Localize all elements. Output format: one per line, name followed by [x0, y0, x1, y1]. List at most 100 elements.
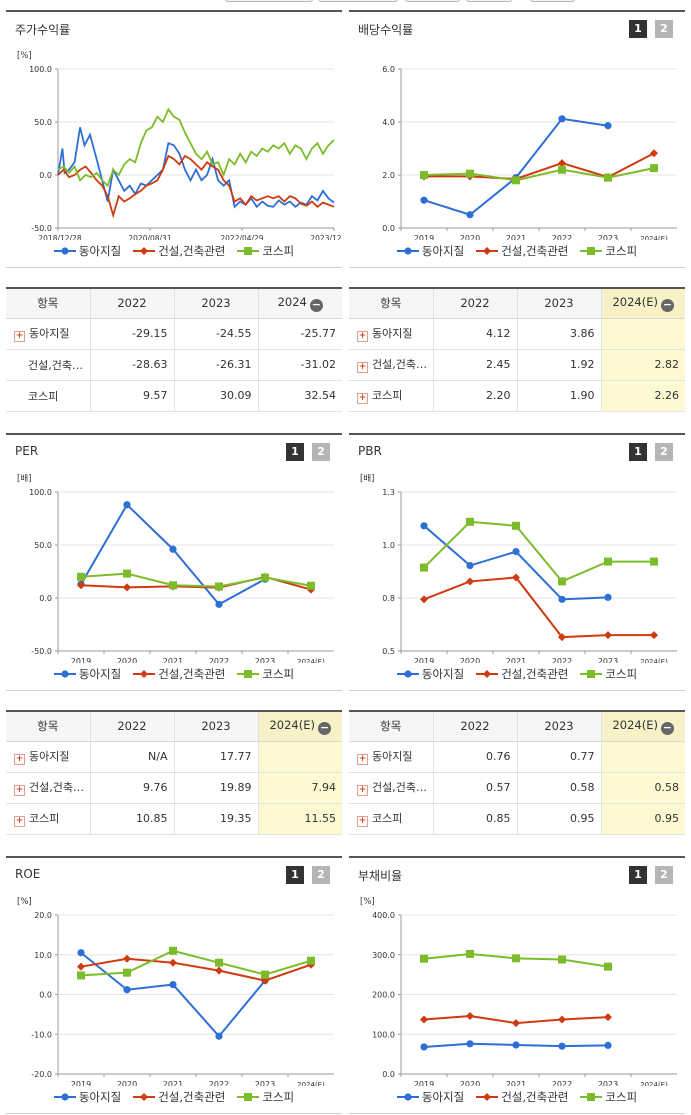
- x-tick-label: 2021: [506, 657, 526, 663]
- toolbar-button[interactable]: [405, 0, 460, 2]
- collapse-icon[interactable]: −: [661, 297, 674, 312]
- pager-button-2[interactable]: 2: [655, 443, 673, 461]
- legend-item-3[interactable]: 코스피: [237, 666, 294, 682]
- legend-item-1[interactable]: 동아지질: [396, 1089, 464, 1105]
- legend-item-1[interactable]: 동아지질: [53, 243, 121, 259]
- series-1-point: [215, 1032, 223, 1040]
- legend-swatch: [476, 1093, 499, 1101]
- expand-plus-icon[interactable]: +: [357, 393, 368, 404]
- legend-item-2[interactable]: 건설,건축관련: [476, 666, 568, 682]
- row-label[interactable]: + 동아지질: [349, 741, 433, 773]
- legend-item-2[interactable]: 건설,건축관련: [476, 1089, 568, 1105]
- pager-button-2[interactable]: 2: [312, 443, 330, 461]
- debt-ratio-chart-panel: 부채비율 1 2 [%] 400.0 300.0 200.0 100.0 0.0 2019 2020…: [349, 856, 685, 1114]
- series-1-point: [420, 522, 428, 530]
- table-cell: 0.58: [600, 772, 685, 804]
- expand-plus-icon[interactable]: +: [14, 331, 25, 342]
- series-2-point: [512, 1019, 520, 1028]
- table-cell: 19.35: [173, 803, 258, 835]
- collapse-icon[interactable]: −: [661, 720, 674, 735]
- collapse-icon[interactable]: −: [318, 720, 331, 735]
- pager-button-1[interactable]: 1: [629, 443, 647, 461]
- pager-button-2[interactable]: 2: [312, 866, 330, 884]
- x-tick-label: 2021: [163, 1080, 183, 1086]
- pager-button-1[interactable]: 1: [629, 20, 647, 38]
- x-tick-label: 2020: [117, 1080, 137, 1086]
- series-3-point: [77, 572, 85, 581]
- column-header: 2022: [432, 287, 517, 319]
- row-label[interactable]: + 코스피: [349, 803, 433, 835]
- panel-title: ROE: [15, 867, 41, 881]
- series-1-point: [512, 548, 520, 556]
- toolbar-button[interactable]: [225, 0, 313, 2]
- y-tick-label: 0.0: [39, 991, 52, 1000]
- row-label[interactable]: + 건설,건축…: [349, 349, 433, 381]
- top-toolbar-remnant: [0, 0, 691, 8]
- expand-plus-icon[interactable]: +: [357, 816, 368, 827]
- toolbar-button[interactable]: [530, 0, 575, 2]
- series-3-point: [604, 962, 612, 971]
- x-tick-label: 2020: [460, 1080, 480, 1086]
- column-header: 2023: [516, 710, 601, 742]
- pager-button-1[interactable]: 1: [629, 866, 647, 884]
- column-header: 2024(E) −: [600, 710, 685, 742]
- row-label[interactable]: + 코스피: [6, 803, 90, 835]
- y-tick-label: 1.0: [382, 541, 395, 550]
- y-tick-label: 50.0: [34, 541, 52, 550]
- legend-item-3[interactable]: 코스피: [580, 243, 637, 259]
- panel-title: 주가수익률: [15, 23, 71, 37]
- pager-button-1[interactable]: 1: [286, 443, 304, 461]
- pager-button-2[interactable]: 2: [655, 20, 673, 38]
- series-1-point: [558, 595, 566, 603]
- column-header: 항목: [349, 287, 433, 319]
- row-label[interactable]: + 동아지질: [6, 741, 90, 773]
- y-tick-label: 4.0: [382, 118, 395, 127]
- row-label[interactable]: + 건설,건축…: [6, 772, 90, 804]
- legend-swatch: [237, 1093, 260, 1101]
- expand-plus-icon[interactable]: +: [357, 362, 368, 373]
- series-3-point: [512, 176, 520, 185]
- row-label[interactable]: + 동아지질: [6, 318, 90, 350]
- expand-plus-icon[interactable]: +: [357, 331, 368, 342]
- pager-button-2[interactable]: 2: [655, 866, 673, 884]
- series-3-point: [558, 577, 566, 586]
- legend-item-2[interactable]: 건설,건축관련: [133, 1089, 225, 1105]
- x-tick-label: 2023: [598, 234, 618, 240]
- table-cell: 7.94: [257, 772, 342, 804]
- row-label[interactable]: + 동아지질: [349, 318, 433, 350]
- x-tick-label: 2019: [414, 234, 434, 240]
- legend-item-3[interactable]: 코스피: [237, 1089, 294, 1105]
- series-2-point: [123, 954, 131, 963]
- table-cell: N/A: [89, 741, 174, 773]
- legend-item-2[interactable]: 건설,건축관련: [133, 666, 225, 682]
- legend-item-2[interactable]: 건설,건축관련: [133, 243, 225, 259]
- y-tick-label: 10.0: [34, 951, 52, 960]
- legend-item-1[interactable]: 동아지질: [53, 1089, 121, 1105]
- row-label[interactable]: + 건설,건축…: [349, 772, 433, 804]
- table-row: + 코스피 2.20 1.90 2.26: [349, 380, 685, 412]
- expand-plus-icon[interactable]: +: [14, 816, 25, 827]
- series-1-point: [466, 1040, 474, 1048]
- legend-label: 코스피: [262, 244, 295, 258]
- expand-plus-icon[interactable]: +: [357, 785, 368, 796]
- expand-plus-icon[interactable]: +: [14, 785, 25, 796]
- row-label[interactable]: + 코스피: [349, 380, 433, 412]
- table-cell: 0.58: [516, 772, 601, 804]
- expand-plus-icon[interactable]: +: [357, 754, 368, 765]
- legend-item-2[interactable]: 건설,건축관련: [476, 243, 568, 259]
- legend-item-1[interactable]: 동아지질: [53, 666, 121, 682]
- legend-item-3[interactable]: 코스피: [237, 243, 294, 259]
- legend-item-3[interactable]: 코스피: [580, 666, 637, 682]
- toolbar-button[interactable]: [318, 0, 398, 2]
- series-3-point: [261, 573, 269, 582]
- legend-item-3[interactable]: 코스피: [580, 1089, 637, 1105]
- expand-plus-icon[interactable]: +: [14, 754, 25, 765]
- legend-item-1[interactable]: 동아지질: [396, 666, 464, 682]
- legend-item-1[interactable]: 동아지질: [396, 243, 464, 259]
- collapse-icon[interactable]: −: [309, 297, 323, 312]
- series-2-point: [77, 962, 85, 971]
- pager-button-1[interactable]: 1: [286, 866, 304, 884]
- y-tick-label: 0.5: [382, 647, 395, 656]
- chart-plot: [%] 400.0 300.0 200.0 100.0 0.0 2019 2020 2021 20…: [360, 897, 677, 1086]
- toolbar-button[interactable]: [466, 0, 512, 2]
